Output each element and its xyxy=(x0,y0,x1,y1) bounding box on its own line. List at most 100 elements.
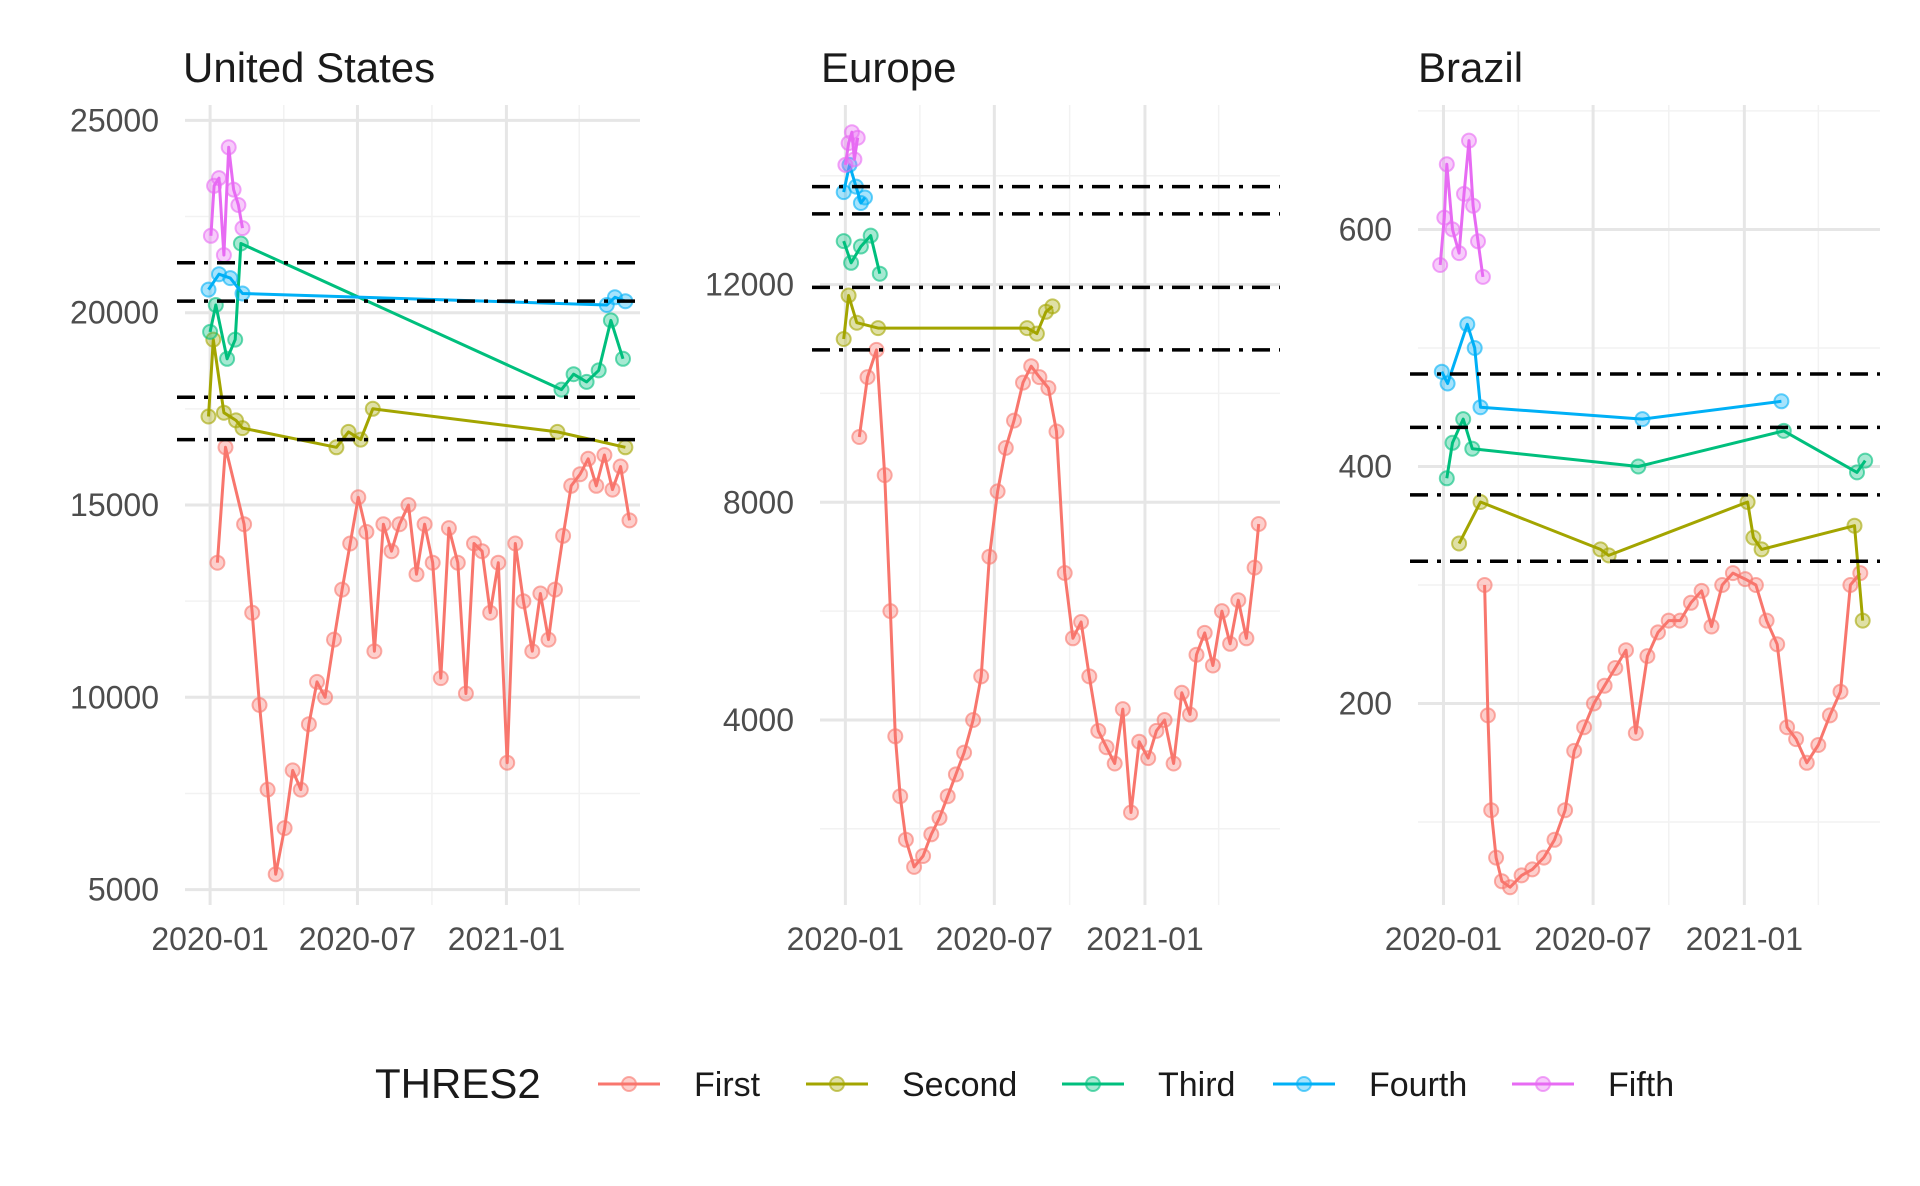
data-point-first xyxy=(1081,668,1098,685)
series-line-fifth xyxy=(1438,139,1485,278)
data-point-first xyxy=(1204,657,1221,674)
data-point-first xyxy=(1703,618,1720,635)
data-point-first xyxy=(440,520,457,537)
data-point-fifth xyxy=(1465,197,1482,214)
data-point-third xyxy=(1849,464,1865,481)
data-point-first xyxy=(1106,755,1123,772)
legend-label-third: Third xyxy=(1158,1066,1235,1104)
data-point-first xyxy=(334,581,351,598)
data-point-third xyxy=(202,323,219,340)
data-point-second xyxy=(1600,547,1617,564)
legend-key-marker-first xyxy=(621,1076,637,1092)
data-point-first xyxy=(1098,739,1115,756)
data-point-first xyxy=(432,670,449,687)
data-point-first xyxy=(906,858,923,875)
data-point-first xyxy=(1714,577,1731,593)
data-point-first xyxy=(1650,624,1666,641)
data-point-first xyxy=(572,466,589,483)
data-point-first xyxy=(1488,849,1505,866)
data-point-fifth xyxy=(220,139,237,156)
data-point-fourth xyxy=(222,270,239,287)
y-tick-label: 25000 xyxy=(70,102,159,138)
x-tick-label: 2020-07 xyxy=(299,921,416,957)
y-tick-label: 12000 xyxy=(705,267,794,303)
data-point-first xyxy=(366,643,383,660)
data-point-first xyxy=(1222,635,1239,652)
data-point-first xyxy=(408,566,425,583)
data-point-first xyxy=(1576,719,1593,736)
data-point-first xyxy=(981,548,998,565)
data-point-first xyxy=(1188,646,1205,663)
data-point-first xyxy=(358,523,375,540)
data-point-first xyxy=(1639,648,1656,665)
data-point-third xyxy=(565,366,582,383)
data-point-first xyxy=(309,673,325,690)
data-point-third xyxy=(590,362,607,379)
data-point-first xyxy=(1090,722,1107,739)
x-tick-label: 2020-07 xyxy=(936,921,1053,957)
data-point-third xyxy=(835,233,852,250)
data-point-third xyxy=(232,235,249,252)
x-tick-label: 2021-01 xyxy=(1686,921,1803,957)
data-point-first xyxy=(1832,683,1849,700)
legend: THRES2 First Second Third Fourth Fifth xyxy=(375,1060,1674,1107)
series-line-third xyxy=(208,242,625,392)
data-point-first xyxy=(939,788,956,805)
data-point-first xyxy=(217,439,234,456)
data-point-first xyxy=(1173,684,1190,701)
data-point-first xyxy=(1123,804,1139,821)
data-point-first xyxy=(1672,612,1689,629)
data-point-second xyxy=(1745,529,1762,546)
data-point-first xyxy=(1557,802,1574,819)
data-point-first xyxy=(1798,754,1815,771)
data-point-first xyxy=(317,689,334,706)
data-point-first xyxy=(1230,592,1247,609)
data-point-first xyxy=(1607,660,1624,676)
legend-key-marker-third xyxy=(1085,1076,1101,1092)
data-point-first xyxy=(251,697,268,713)
data-point-first xyxy=(621,512,638,529)
panel-title: United States xyxy=(183,44,435,91)
data-point-first xyxy=(1546,831,1563,848)
data-point-fourth xyxy=(1634,411,1651,428)
data-point-second xyxy=(617,439,634,456)
data-point-first xyxy=(284,762,301,779)
data-point-first xyxy=(1114,701,1131,718)
data-point-first xyxy=(555,527,572,544)
data-point-first xyxy=(547,581,563,598)
data-point-first xyxy=(851,429,868,445)
data-point-third xyxy=(843,254,860,271)
data-point-third xyxy=(1464,440,1481,457)
data-point-first xyxy=(474,543,491,560)
data-point-first xyxy=(1682,594,1699,611)
data-point-first xyxy=(931,809,948,826)
data-point-first xyxy=(1479,707,1496,724)
data-point-first xyxy=(1015,374,1031,391)
data-point-first xyxy=(375,516,392,533)
data-point-first xyxy=(1660,612,1677,629)
data-point-fourth xyxy=(200,281,217,298)
y-tick-label: 400 xyxy=(1339,448,1392,484)
data-point-second xyxy=(364,400,381,417)
data-point-fifth xyxy=(1474,268,1491,285)
y-tick-label: 15000 xyxy=(70,487,159,523)
data-point-fifth xyxy=(230,197,247,213)
data-point-fifth xyxy=(1444,221,1461,238)
y-tick-label: 600 xyxy=(1339,211,1392,247)
y-tick-label: 10000 xyxy=(70,679,159,715)
data-point-first xyxy=(342,535,359,552)
data-point-first xyxy=(1810,737,1827,753)
data-point-first xyxy=(612,458,629,475)
data-point-first xyxy=(588,477,605,494)
data-point-first xyxy=(882,603,899,620)
data-point-first xyxy=(887,728,904,745)
data-point-fifth xyxy=(1470,233,1486,250)
data-point-first xyxy=(424,554,441,571)
data-point-third xyxy=(1438,470,1455,487)
data-point-first xyxy=(1566,742,1583,759)
data-point-first xyxy=(1165,755,1182,772)
data-point-fourth xyxy=(857,189,873,206)
data-point-first xyxy=(1585,695,1602,712)
